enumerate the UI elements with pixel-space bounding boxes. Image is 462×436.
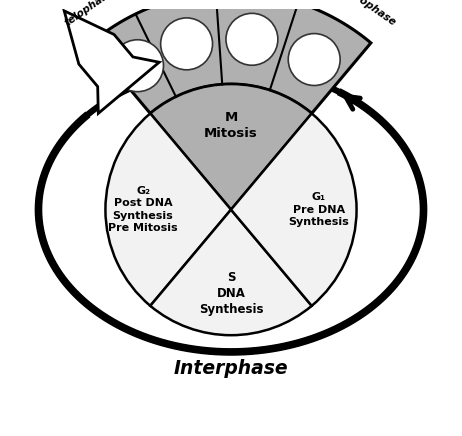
Text: S
DNA
Synthesis: S DNA Synthesis <box>199 271 263 316</box>
Circle shape <box>288 34 340 85</box>
Wedge shape <box>105 113 231 306</box>
Circle shape <box>112 40 164 92</box>
Wedge shape <box>150 84 312 210</box>
Text: G₂
Post DNA
Synthesis
Pre Mitosis: G₂ Post DNA Synthesis Pre Mitosis <box>108 186 178 233</box>
Polygon shape <box>91 0 371 113</box>
Wedge shape <box>150 210 312 335</box>
Wedge shape <box>231 113 357 306</box>
Text: G₁
Pre DNA
Synthesis: G₁ Pre DNA Synthesis <box>289 192 349 227</box>
Text: Interphase: Interphase <box>174 359 288 378</box>
Text: M
Mitosis: M Mitosis <box>204 112 258 140</box>
Circle shape <box>226 14 278 65</box>
Circle shape <box>161 18 213 70</box>
Polygon shape <box>64 11 159 113</box>
Text: prophase: prophase <box>347 0 398 27</box>
Text: telophase: telophase <box>63 0 116 28</box>
